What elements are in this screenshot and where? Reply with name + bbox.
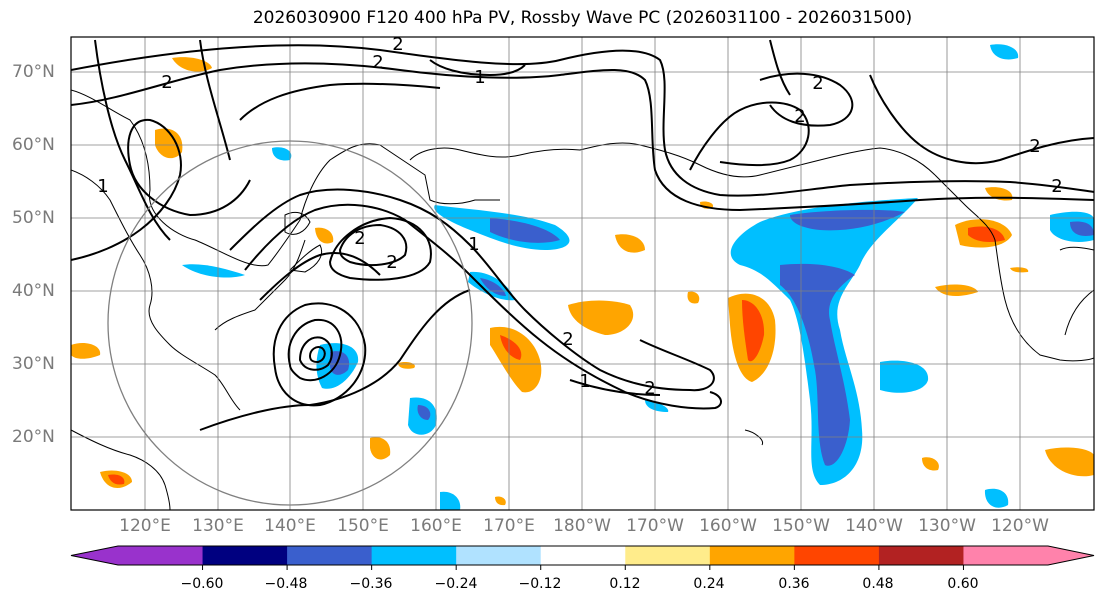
lon-label: 150°W xyxy=(772,516,830,536)
lon-label: 120°W xyxy=(991,516,1049,536)
map-area xyxy=(71,37,1094,510)
colorbar-tick-label: 0.60 xyxy=(947,576,979,592)
contour-label: 2 xyxy=(386,252,397,273)
contour-label: 1 xyxy=(579,371,590,392)
colorbar-tick-label: 0.48 xyxy=(862,576,894,592)
colorbar-swatch xyxy=(202,546,288,565)
colorbar-tick-label: −0.24 xyxy=(434,576,478,592)
lon-label: 180°W xyxy=(553,516,611,536)
colorbar-tick-label: −0.36 xyxy=(349,576,393,592)
negative-anomaly-shading xyxy=(182,44,1094,510)
lat-label: 50°N xyxy=(12,208,55,228)
lat-label: 60°N xyxy=(12,135,55,155)
contour-label: 2 xyxy=(354,228,365,249)
colorbar-swatch xyxy=(625,546,711,565)
lat-label: 70°N xyxy=(12,62,55,82)
map-title: 2026030900 F120 400 hPa PV, Rossby Wave … xyxy=(252,8,913,28)
colorbar-outline xyxy=(70,545,1095,566)
colorbar-min-extension xyxy=(71,546,118,565)
colorbar-swatch xyxy=(287,546,373,565)
colorbar-tick-label: 0.24 xyxy=(693,576,725,592)
colorbar-swatch xyxy=(794,546,880,565)
colorbar xyxy=(70,545,1095,570)
lat-label: 20°N xyxy=(12,427,55,447)
colorbar-swatch xyxy=(118,546,204,565)
lon-label: 140°E xyxy=(264,516,316,536)
lon-label: 130°E xyxy=(192,516,244,536)
contour-label: 2 xyxy=(794,106,805,127)
pv-contours xyxy=(71,39,1094,431)
coastlines xyxy=(71,89,1094,510)
lon-label: 170°W xyxy=(626,516,684,536)
contour-label: 2 xyxy=(392,34,403,55)
lon-label: 120°E xyxy=(119,516,171,536)
reference-circle xyxy=(107,140,473,506)
colorbar-tick-label: −0.60 xyxy=(180,576,224,592)
colorbar-tick-label: 0.12 xyxy=(609,576,641,592)
positive-anomaly-shading xyxy=(71,57,1094,506)
contour-label: 1 xyxy=(468,234,479,255)
contour-label: 2 xyxy=(644,378,655,399)
colorbar-tick-label: −0.48 xyxy=(264,576,308,592)
contour-label: 2 xyxy=(562,329,573,350)
contour-label: 1 xyxy=(474,67,485,88)
lon-label: 170°E xyxy=(483,516,535,536)
colorbar-max-extension xyxy=(1048,546,1094,565)
graticule xyxy=(71,37,1094,510)
colorbar-swatch xyxy=(709,546,795,565)
contour-label: 2 xyxy=(161,72,172,93)
lat-label: 30°N xyxy=(12,354,55,374)
lon-label: 140°W xyxy=(845,516,903,536)
lon-label: 150°E xyxy=(337,516,389,536)
contour-label-group: 2 2 1 2 2 2 2 1 2 1 2 2 1 2 2 xyxy=(97,34,1062,399)
contour-label: 2 xyxy=(372,52,383,73)
colorbar-tick-label: −0.12 xyxy=(518,576,562,592)
contour-label: 2 xyxy=(812,73,823,94)
lon-label: 130°W xyxy=(918,516,976,536)
colorbar-swatch xyxy=(540,546,626,565)
colorbar-swatch xyxy=(456,546,542,565)
contour-label: 2 xyxy=(1029,136,1040,157)
lon-label: 160°E xyxy=(410,516,462,536)
lat-label: 40°N xyxy=(12,281,55,301)
colorbar-swatch xyxy=(371,546,457,565)
contour-label: 2 xyxy=(1051,176,1062,197)
contour-label: 1 xyxy=(97,176,108,197)
colorbar-swatch xyxy=(963,546,1049,565)
colorbar-swatch xyxy=(878,546,964,565)
lon-label: 160°W xyxy=(699,516,757,536)
colorbar-tick-label: 0.36 xyxy=(778,576,810,592)
map-frame xyxy=(70,36,1095,511)
